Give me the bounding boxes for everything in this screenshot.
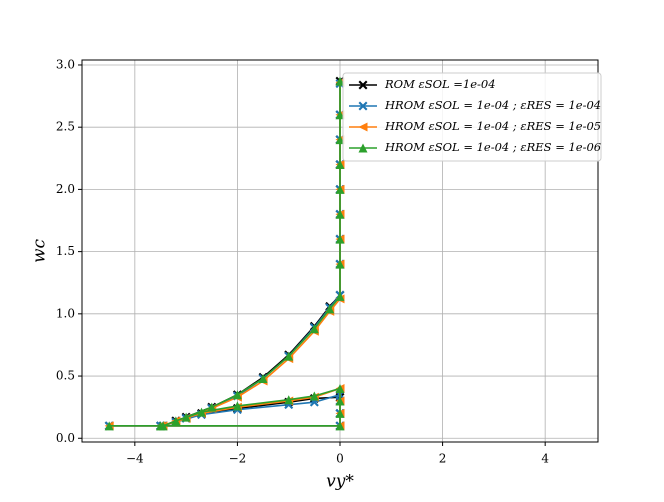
legend-box	[342, 72, 602, 162]
series-line	[109, 81, 341, 427]
marker	[335, 259, 345, 269]
marker	[181, 412, 191, 422]
y-tick-label: 1.5	[56, 244, 75, 258]
marker	[335, 396, 345, 406]
marker	[335, 76, 345, 86]
legend-marker	[358, 101, 368, 111]
legend-label: HROM εSOL = 1e-04 ; εRES = 1e-05	[384, 119, 601, 133]
marker	[335, 160, 345, 170]
y-tick-label: 2.0	[56, 182, 75, 196]
marker	[335, 291, 345, 301]
legend-label: ROM εSOL =1e-04	[384, 77, 496, 91]
x-tick-label: 2	[439, 452, 447, 466]
marker	[335, 383, 345, 393]
series-line	[109, 83, 341, 427]
marker	[207, 402, 217, 412]
legend-label: HROM εSOL = 1e-04 ; εRES = 1e-04	[384, 98, 601, 112]
series-line	[109, 82, 341, 427]
legend-marker	[358, 122, 368, 132]
marker	[284, 351, 294, 361]
y-tick-label: 1.0	[56, 306, 75, 320]
series-line	[109, 81, 341, 427]
marker	[258, 374, 268, 384]
x-tick-label: −2	[229, 452, 247, 466]
x-axis-label: vy*	[326, 472, 354, 492]
marker	[325, 304, 335, 314]
marker	[232, 390, 242, 400]
x-tick-label: 4	[541, 452, 549, 466]
y-axis-label: wc	[30, 238, 50, 263]
marker	[335, 421, 345, 431]
legend-marker	[358, 80, 368, 90]
marker	[335, 184, 345, 194]
y-tick-label: 2.5	[56, 120, 75, 134]
legend-label: HROM εSOL = 1e-04 ; εRES = 1e-06	[384, 140, 601, 154]
marker	[335, 209, 345, 219]
marker	[335, 135, 345, 145]
legend-marker	[358, 143, 368, 153]
y-tick-label: 0.5	[56, 369, 75, 383]
marker	[171, 416, 181, 426]
x-tick-label: 0	[336, 452, 344, 466]
marker	[309, 324, 319, 334]
marker	[335, 234, 345, 244]
x-tick-label: −4	[126, 452, 144, 466]
plot-frame	[81, 59, 599, 443]
marker	[104, 421, 114, 431]
y-tick-label: 0.0	[56, 431, 75, 445]
marker	[335, 110, 345, 120]
marker	[158, 421, 168, 431]
marker	[335, 408, 345, 418]
marker	[309, 391, 319, 401]
marker	[232, 401, 242, 411]
y-tick-label: 3.0	[56, 57, 75, 71]
marker	[284, 395, 294, 405]
marker	[197, 407, 207, 417]
